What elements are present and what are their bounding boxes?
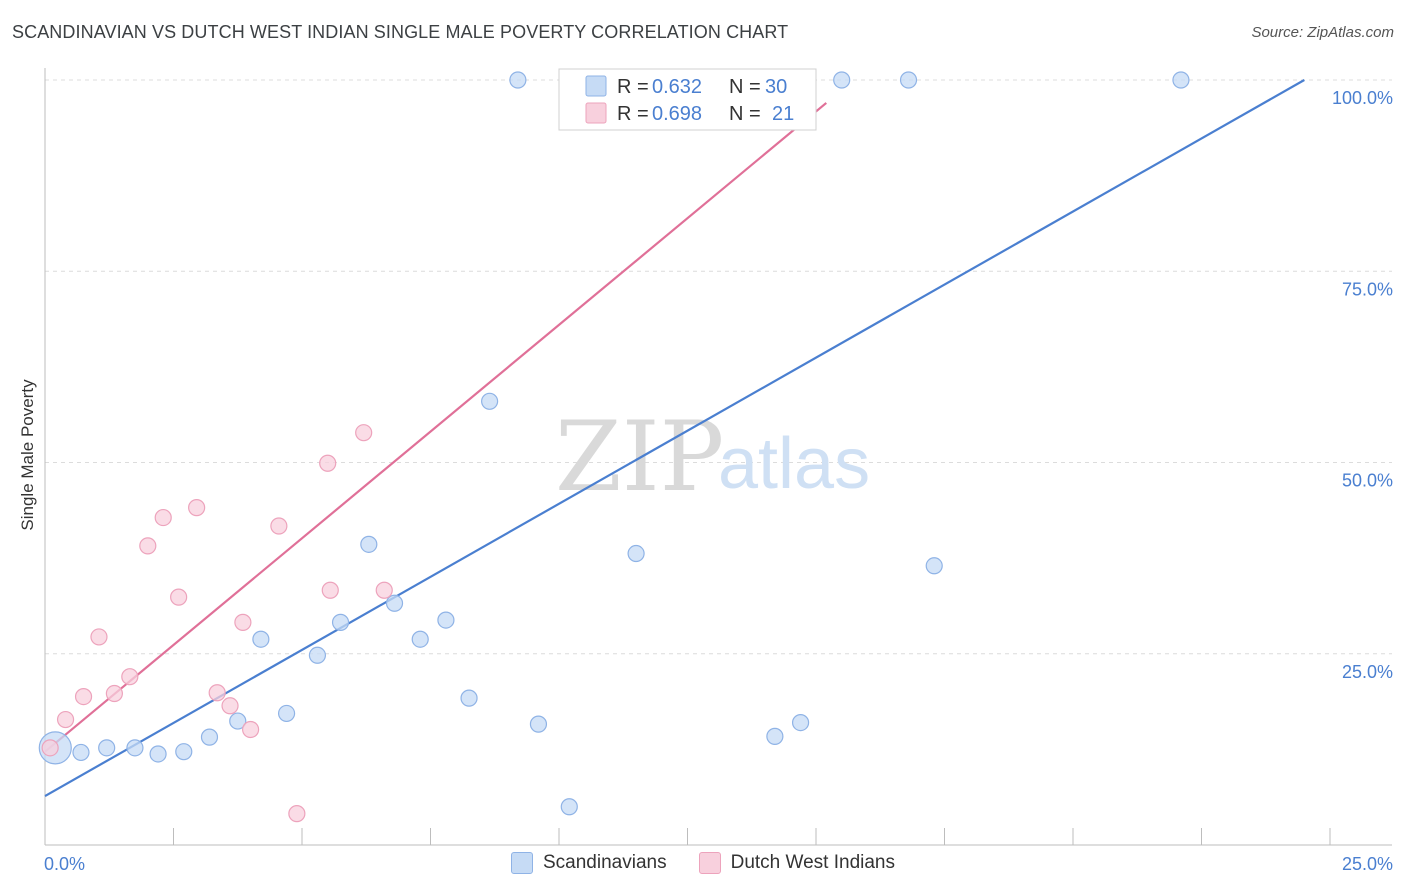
y-tick-label-100: 100.0% [1332,88,1393,108]
legend-n-value-2: 21 [772,103,794,125]
scandinavians-point-27 [899,71,918,89]
scandinavians-point-1 [72,743,90,762]
scandinavians-point-24 [766,727,784,745]
dutch-west-indians-point-19 [375,581,393,599]
x-tick-label-min: 0.0% [44,854,85,874]
legend-label-scandinavians: Scandinavians [543,852,667,873]
scandinavians-point-9 [277,704,296,723]
legend-label-dutch-west-indians: Dutch West Indians [730,852,895,873]
y-tick-label-25: 25.0% [1342,662,1393,682]
legend-n-label-1: N = [729,76,761,98]
dutch-west-indians-point-16 [319,454,337,472]
y-tick-labels: 25.0% 50.0% 75.0% 100.0% [1332,88,1393,682]
dutch-west-indians-point-8 [170,588,188,606]
legend-n-value-1: 30 [765,76,787,98]
watermark: ZIP atlas [555,401,870,513]
scandinavians-point-16 [460,689,478,707]
dutch-west-indians-point-13 [242,720,260,739]
dutch-west-indians-point-9 [188,499,206,517]
dutch-west-indians-point-11 [221,697,239,715]
x-tick-labels: 0.0% 25.0% [44,854,1393,874]
scandinavians-point-14 [411,630,429,648]
scandinavians-point-4 [149,745,167,763]
legend-swatch-dutch-west-indians [585,102,607,124]
scandinavians-point-28 [925,557,943,575]
chart-title: SCANDINAVIAN VS DUTCH WEST INDIAN SINGLE… [12,22,789,42]
scandinavians-point-29 [1172,71,1190,89]
dutch-west-indians-point-15 [288,805,306,823]
scandinavians-point-26 [833,71,851,89]
scandinavians-point-11 [331,613,350,631]
legend-r-value-2: 0.698 [652,103,702,125]
scandinavians-point-13 [385,594,404,612]
scandinavians-point-17 [481,392,499,410]
dutch-west-indians-point-14 [270,517,288,535]
legend-swatch-icon [511,852,533,874]
dutch-west-indians-point-1 [56,710,75,729]
legend-item-scandinavians: Scandinavians [511,852,667,874]
scandinavians-point-6 [200,728,219,746]
legend-item-dutch-west-indians: Dutch West Indians [698,852,895,874]
watermark-atlas: atlas [718,424,870,504]
scandinavians-point-7 [229,712,247,730]
scandinavians-point-2 [98,739,116,757]
dutch-west-indians-point-5 [121,668,139,686]
dutch-west-indians-point-3 [90,628,108,646]
dutch-west-indians-point-0 [41,739,59,757]
legend-r-label-1: R = [617,76,649,98]
scandinavians-point-3 [126,739,144,757]
scandinavians-point-10 [308,646,327,664]
scandinavians-point-25 [791,713,810,732]
legend-r-value-1: 0.632 [652,76,702,98]
scandinavians-point-8 [252,630,270,648]
source-label: Source: ZipAtlas.com [1251,24,1394,41]
trend-line-dutch-west-indians [44,102,827,753]
y-tick-label-50: 50.0% [1342,471,1393,491]
y-tick-label-75: 75.0% [1342,279,1393,299]
dutch-west-indians-point-2 [74,687,93,706]
dutch-west-indians-point-10 [208,684,226,702]
legend-swatch-scandinavians [585,75,607,97]
legend-inset: R = 0.632 N = 30 R = 0.698 N = 21 [558,68,817,131]
x-tick-label-max: 25.0% [1342,854,1393,874]
dutch-west-indians-point-7 [154,508,172,527]
trend-lines [44,79,1305,797]
trend-line-scandinavians [44,79,1305,797]
dutch-west-indians-point-6 [139,537,157,555]
scandinavians-point-19 [529,715,548,733]
dutch-west-indians-point-4 [105,684,123,703]
dutch-west-indians-point-18 [355,424,373,442]
legend-bottom: Scandinavians Dutch West Indians [0,852,1406,874]
legend-swatch-icon [698,852,721,874]
scandinavians-point-18 [509,71,527,89]
scandinavians-point-5 [175,743,193,761]
scandinavians-point-12 [360,535,378,553]
scandinavians-point-15 [437,611,455,629]
dutch-west-indians-point-12 [234,613,252,631]
grid-lines [45,79,1392,655]
legend-n-label-2: N = [729,103,761,125]
axes [44,68,1392,846]
dutch-west-indians-point-17 [321,581,339,599]
data-points [38,71,1190,823]
scandinavians-point-22 [627,544,645,563]
scandinavians-point-20 [560,798,578,816]
legend-r-label-2: R = [617,103,649,125]
